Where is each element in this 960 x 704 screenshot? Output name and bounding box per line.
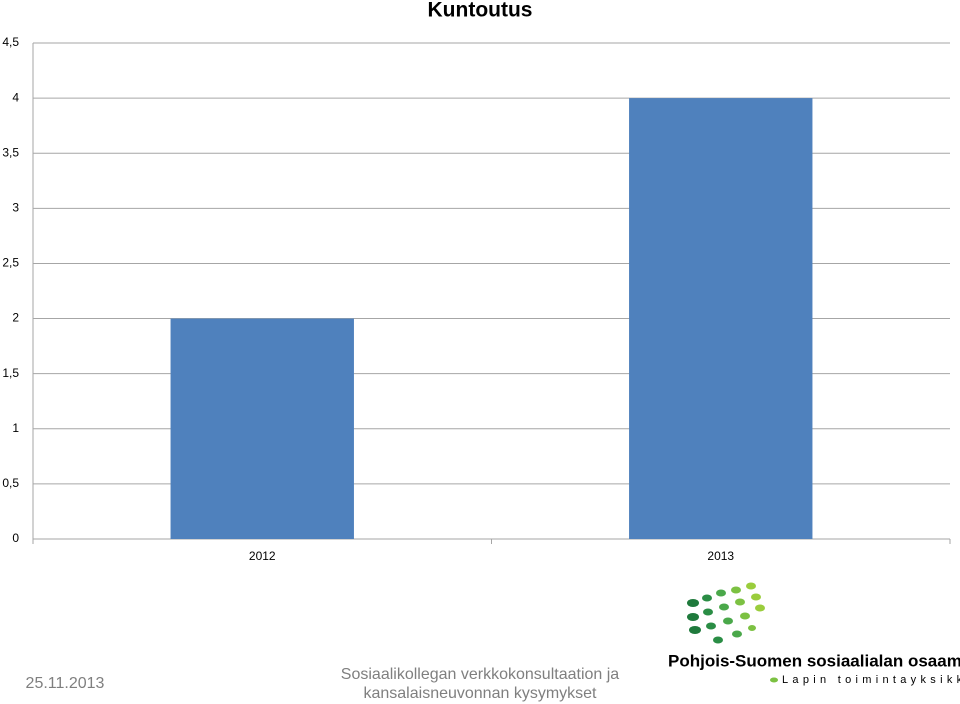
y-tick-label: 0,5	[2, 476, 19, 490]
x-tick-label: 2012	[249, 549, 276, 563]
y-tick-label: 2	[12, 311, 19, 325]
y-tick-label: 1,5	[2, 366, 19, 380]
logo-mark	[687, 582, 765, 644]
chart-title: Kuntoutus	[428, 0, 533, 22]
bar	[629, 98, 813, 539]
logo-title: Pohjois-Suomen sosiaalialan osaamiskesku…	[668, 651, 960, 670]
logo-leaf	[770, 677, 778, 683]
y-tick-label: 1	[12, 421, 19, 435]
y-tick-label: 4	[12, 90, 19, 104]
caption-line: Sosiaalikollegan verkkokonsultaation ja	[341, 666, 619, 683]
y-tick-label: 4,5	[2, 35, 19, 49]
x-tick-label: 2013	[707, 549, 734, 563]
bar	[170, 318, 354, 539]
y-tick-label: 3	[12, 201, 19, 215]
y-tick-label: 2,5	[2, 256, 19, 270]
y-tick-label: 3,5	[2, 145, 19, 159]
logo-subtitle: Lapin toimintayksikkö	[782, 674, 960, 686]
y-tick-label: 0	[12, 531, 19, 545]
date: 25.11.2013	[26, 675, 105, 692]
caption-line: kansalaisneuvonnan kysymykset	[363, 685, 597, 702]
